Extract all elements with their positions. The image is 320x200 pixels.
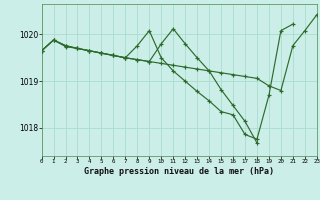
X-axis label: Graphe pression niveau de la mer (hPa): Graphe pression niveau de la mer (hPa) bbox=[84, 167, 274, 176]
